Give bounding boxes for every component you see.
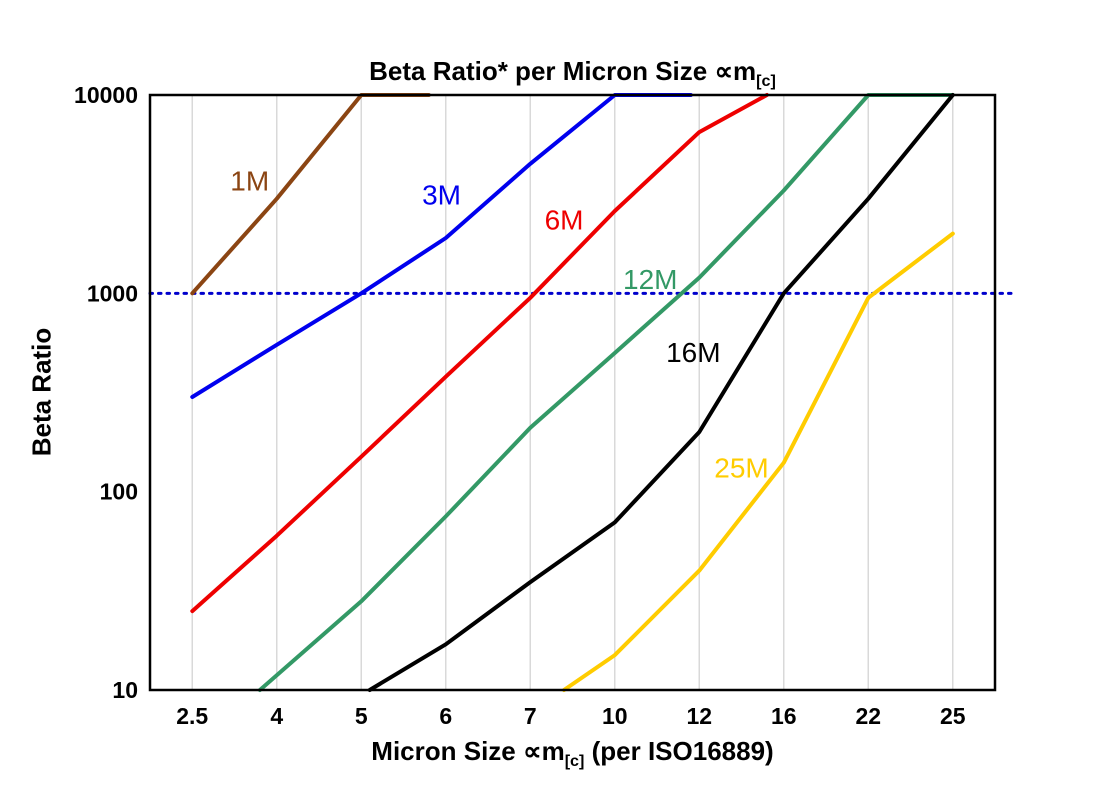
chart-title-text: Beta Ratio* per Micron Size ∝m <box>369 56 757 86</box>
x-tick-label: 2.5 <box>176 703 208 729</box>
series-line-6M <box>190 93 769 614</box>
chart-title-subscript: [c] <box>756 72 776 91</box>
series-line-1M <box>190 93 431 296</box>
x-tick-label: 6 <box>439 703 452 729</box>
series-line-16M <box>367 93 955 692</box>
x-axis-label-text: Micron Size ∝m <box>371 736 565 766</box>
y-tick-label: 1000 <box>87 280 138 306</box>
y-tick-label: 100 <box>100 479 138 505</box>
y-tick-label: 10000 <box>74 82 138 108</box>
series-label-12M: 12M <box>623 264 677 295</box>
series-label-16M: 16M <box>666 337 720 368</box>
x-axis-label-suffix: (per ISO16889) <box>584 736 774 766</box>
series-label-1M: 1M <box>230 165 269 196</box>
y-axis-label: Beta Ratio <box>26 327 57 457</box>
x-tick-label: 22 <box>855 703 881 729</box>
x-tick-label: 4 <box>270 703 283 729</box>
series-line-25M <box>562 231 955 692</box>
x-axis-label: Micron Size ∝m[c] (per ISO16889) <box>150 736 995 771</box>
series-label-3M: 3M <box>422 180 461 211</box>
x-axis-label-subscript: [c] <box>564 752 585 771</box>
series-label-25M: 25M <box>714 452 768 483</box>
series-label-6M: 6M <box>545 204 584 235</box>
plot-frame <box>148 93 997 692</box>
x-tick-label: 7 <box>524 703 537 729</box>
x-tick-label: 25 <box>940 703 966 729</box>
x-tick-label: 12 <box>686 703 712 729</box>
series-line-12M <box>257 93 955 692</box>
y-tick-label: 10 <box>112 677 138 703</box>
x-tick-label: 5 <box>355 703 368 729</box>
chart-title: Beta Ratio* per Micron Size ∝m[c] <box>150 56 995 91</box>
x-tick-label: 16 <box>771 703 797 729</box>
x-tick-label: 10 <box>602 703 628 729</box>
